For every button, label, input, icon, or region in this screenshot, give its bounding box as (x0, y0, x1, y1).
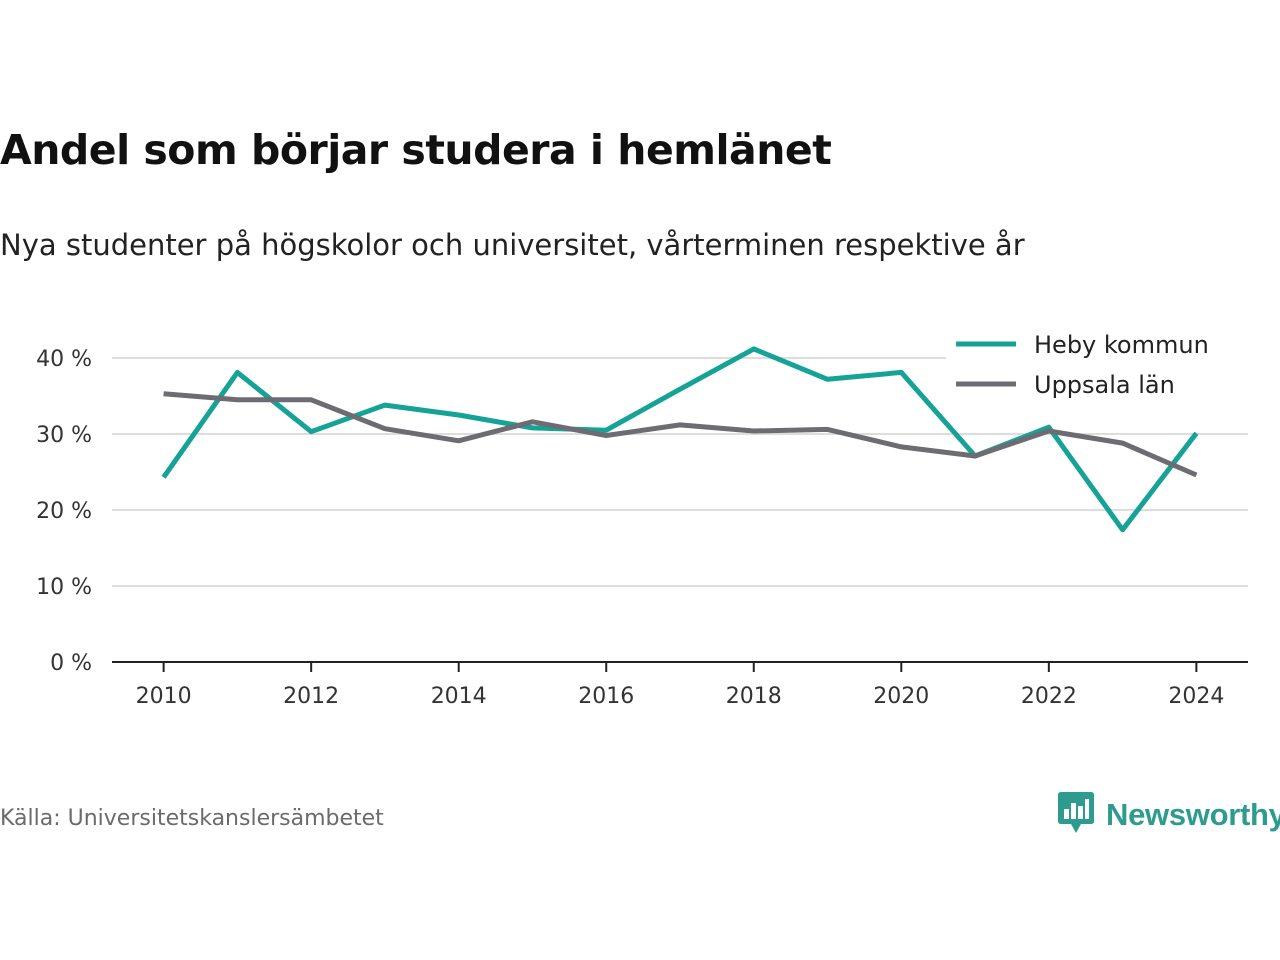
chart-subtitle: Nya studenter på högskolor och universit… (0, 228, 1025, 262)
source-note: Källa: Universitetskanslersämbetet (0, 806, 384, 831)
legend: Heby kommun Uppsala län (946, 324, 1248, 406)
y-tick-label: 20 % (36, 499, 92, 524)
x-tick-label: 2010 (136, 684, 192, 709)
x-tick-label: 2018 (726, 684, 782, 709)
y-tick-label: 10 % (36, 575, 92, 600)
y-tick-label: 30 % (36, 423, 92, 448)
legend-label: Heby kommun (1034, 331, 1209, 359)
legend-label: Uppsala län (1034, 371, 1175, 399)
brand-name: Newsworthy (1106, 797, 1280, 832)
x-tick-label: 2020 (873, 684, 929, 709)
chart-title: Andel som börjar studera i hemlänet (0, 126, 832, 174)
x-tick-label: 2022 (1021, 684, 1077, 709)
x-tick-label: 2024 (1168, 684, 1224, 709)
bar-chart-speech-bubble-icon (1058, 792, 1094, 838)
axes: 0 % 10 % 20 % 30 % 40 % 2010 2012 2014 2016 2018 2… (36, 347, 1248, 709)
y-tick-label: 0 % (50, 651, 92, 676)
brand-logo: Newsworthy (1058, 792, 1280, 838)
y-tick-label: 40 % (36, 347, 92, 372)
series-line-2 (163, 391, 1198, 478)
x-tick-label: 2012 (283, 684, 339, 709)
x-tick-label: 2014 (431, 684, 487, 709)
x-tick-label: 2016 (578, 684, 634, 709)
legend-background (946, 324, 1248, 406)
series-lines (161, 346, 1199, 533)
